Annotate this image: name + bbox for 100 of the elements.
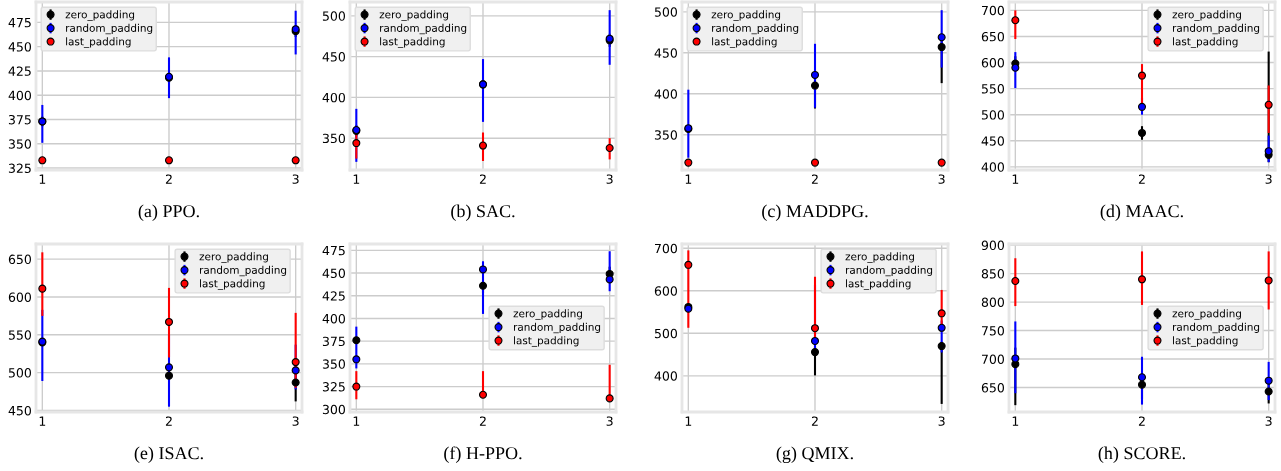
x-tick-label: 2 [1138,416,1145,426]
x-tick-label: 2 [479,416,486,426]
y-tick-label: 400 [654,89,677,99]
text: (d) MAAC. [1100,204,1183,221]
y-tick-label: 350 [322,359,345,369]
x-tick-label: 1 [685,416,692,426]
y-tick-label: 375 [8,114,31,125]
legend-label: last_padding [1173,37,1238,48]
y-tick-label: 700 [982,5,1004,16]
legend-label: random_padding [712,23,799,35]
y-tick-label: 550 [8,330,31,340]
legend-label: last_padding [514,336,579,347]
x-tick-label: 2 [165,174,172,184]
x-tick-label: 3 [1265,416,1272,426]
text: (g) QMIX. [776,446,853,463]
legend-label: last_padding [200,279,265,290]
legend-label: random_padding [1173,23,1260,35]
y-tick-label: 900 [981,240,1004,251]
legend-label: random_padding [1173,322,1260,334]
x-tick-label: 3 [292,416,299,426]
legend-label: zero_padding [513,309,582,320]
y-tick-label: 450 [322,268,345,278]
y-tick-label: 450 [654,48,677,58]
x-tick-label: 3 [606,174,613,184]
y-tick-label: 500 [8,368,31,378]
legend-label: last_padding [66,37,131,48]
y-tick-label: 375 [322,336,345,347]
x-tick-label: 2 [811,174,818,184]
y-tick-label: 450 [8,405,31,416]
y-tick-label: 300 [322,404,345,415]
y-tick-label: 425 [8,66,31,76]
legend-label: random_padding [514,322,601,334]
x-tick-label: 3 [606,416,613,426]
y-tick-label: 650 [981,31,1004,42]
text: (e) ISAC. [134,446,203,463]
y-tick-label: 400 [322,92,345,103]
x-tick-label: 1 [39,416,46,426]
legend-label: last_padding [380,37,445,48]
legend-label: random_padding [66,23,153,35]
y-tick-label: 700 [982,354,1004,364]
text: (c) MADDPG. [762,204,868,221]
y-tick-label: 400 [322,313,345,324]
legend-label: zero_padding [845,252,914,263]
legend-label: random_padding [846,265,933,277]
legend-label: last_padding [712,37,777,48]
legend-label: zero_padding [379,10,449,21]
x-tick-label: 2 [811,416,818,426]
y-tick-label: 800 [981,297,1004,308]
x-tick-label: 2 [165,416,172,426]
y-tick-label: 450 [322,52,345,62]
y-tick-label: 325 [8,163,31,173]
y-tick-label: 400 [654,371,677,381]
y-tick-label: 500 [654,328,677,339]
y-tick-label: 325 [322,382,345,392]
x-tick-label: 1 [1012,416,1019,426]
y-tick-label: 600 [981,57,1004,68]
y-tick-label: 500 [322,11,345,21]
x-tick-label: 3 [292,174,299,184]
y-tick-label: 450 [8,42,31,52]
text: (f) H-PPO. [444,446,522,463]
x-tick-label: 2 [1138,174,1145,184]
x-tick-label: 1 [353,416,360,426]
y-tick-label: 350 [322,133,345,144]
y-tick-label: 500 [654,7,677,17]
x-tick-label: 1 [39,174,46,184]
y-tick-label: 500 [981,110,1004,120]
x-tick-label: 3 [1265,174,1272,184]
y-tick-label: 650 [981,382,1004,393]
x-tick-label: 1 [1012,174,1019,184]
y-tick-label: 475 [322,245,345,256]
y-tick-label: 400 [981,162,1004,172]
legend-label: random_padding [380,23,467,35]
y-tick-label: 350 [8,139,31,149]
y-tick-label: 600 [654,286,677,296]
legend-label: zero_padding [1172,10,1241,21]
legend-label: last_padding [846,279,911,290]
legend-label: zero_padding [199,252,268,263]
y-tick-label: 400 [8,90,31,101]
y-tick-label: 550 [981,84,1004,94]
legend-label: zero_padding [65,10,135,21]
legend-label: zero_padding [711,10,781,21]
text: (a) PPO. [138,204,199,221]
y-tick-label: 350 [654,130,677,140]
y-tick-label: 850 [981,269,1004,279]
y-tick-label: 600 [8,292,31,302]
x-tick-label: 3 [938,174,945,184]
x-tick-label: 1 [353,174,360,184]
text: (b) SAC. [451,204,515,221]
y-tick-label: 650 [8,254,31,265]
text: (h) SCORE. [1098,446,1185,463]
legend-label: last_padding [1173,336,1238,347]
y-tick-label: 425 [322,291,345,301]
x-tick-label: 2 [479,174,486,184]
legend-label: random_padding [200,265,287,277]
x-tick-label: 3 [938,416,945,426]
legend-label: zero_padding [1172,309,1241,320]
y-tick-label: 450 [981,136,1004,146]
y-tick-label: 475 [8,18,31,28]
y-tick-label: 700 [655,243,677,254]
y-tick-label: 750 [982,326,1004,336]
